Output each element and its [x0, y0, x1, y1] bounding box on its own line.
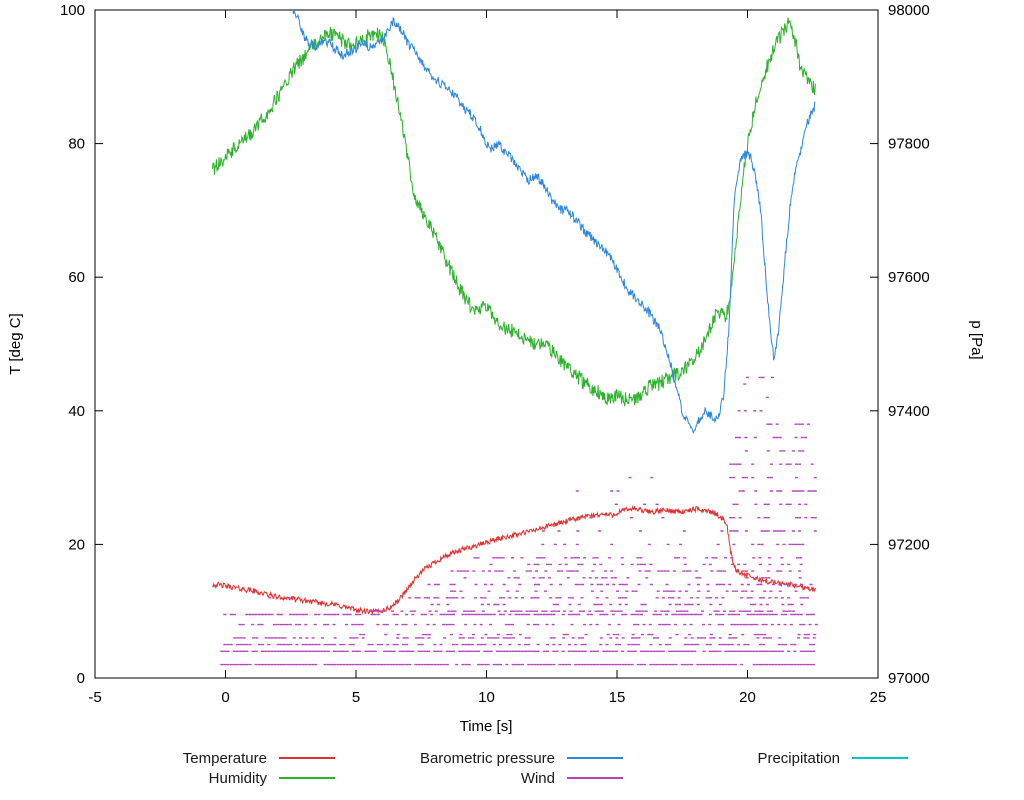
plot-frame [94, 9, 879, 679]
left-y-tick-label: 40 [68, 403, 85, 420]
legend-item-wind: Wind [355, 768, 623, 788]
left-y-tick-label: 60 [68, 269, 85, 286]
left-y-tick-label: 0 [77, 670, 85, 687]
right-y-tick-label: 97000 [888, 670, 930, 687]
legend-color-line-wind [567, 777, 623, 779]
chart-axes: -5 0 5 10 15 20 250204060801009700097200974009… [60, 2, 930, 706]
left-y-tick-label: 80 [68, 136, 85, 153]
series-humidity [211, 17, 816, 407]
chart-series-layer [211, 10, 818, 666]
x-tick-label: 25 [870, 689, 887, 706]
legend-column: Temperature Humidity [95, 748, 335, 788]
x-tick-label: 10 [478, 689, 495, 706]
right-y-tick-label: 98000 [888, 2, 930, 19]
series-barometric-pressure [292, 10, 816, 435]
right-y-axis-label: p [Pa] [968, 320, 985, 359]
left-y-tick-label: 20 [68, 536, 85, 553]
left-y-axis-label: T [deg C] [7, 313, 24, 374]
x-tick-label: 20 [739, 689, 756, 706]
legend-color-line-barometric-pressure [567, 757, 623, 759]
legend-label-humidity: Humidity [208, 769, 267, 787]
x-tick-label: 0 [221, 689, 229, 706]
series-temperature [212, 505, 816, 615]
right-y-tick-label: 97800 [888, 136, 930, 153]
legend-item-precipitation: Precipitation [660, 748, 908, 768]
chart-legend: Temperature Humidity Barometric pressure Wi… [0, 744, 1024, 800]
right-y-tick-label: 97200 [888, 536, 930, 553]
legend-column: Precipitation [660, 748, 908, 768]
legend-color-line-humidity [279, 777, 335, 779]
legend-item-temperature: Temperature [95, 748, 335, 768]
legend-item-humidity: Humidity [95, 768, 335, 788]
legend-label-wind: Wind [520, 769, 555, 787]
legend-label-temperature: Temperature [182, 749, 267, 767]
x-tick-label: 15 [609, 689, 626, 706]
x-tick-label: -5 [88, 689, 101, 706]
left-y-tick-label: 100 [60, 2, 85, 19]
weather-chart: -5 0 5 10 15 20 250204060801009700097200974009… [7, 2, 985, 735]
legend-color-line-temperature [279, 757, 335, 759]
legend-label-barometric-pressure: Barometric pressure [419, 749, 555, 767]
x-tick-label: 5 [352, 689, 360, 706]
right-y-tick-label: 97600 [888, 269, 930, 286]
series-wind [220, 376, 818, 666]
legend-label-precipitation: Precipitation [757, 749, 840, 767]
legend-column: Barometric pressure Wind [355, 748, 623, 788]
legend-item-barometric-pressure: Barometric pressure [355, 748, 623, 768]
legend-color-line-precipitation [852, 757, 908, 759]
right-y-tick-label: 97400 [888, 403, 930, 420]
x-axis-label: Time [s] [460, 718, 513, 735]
